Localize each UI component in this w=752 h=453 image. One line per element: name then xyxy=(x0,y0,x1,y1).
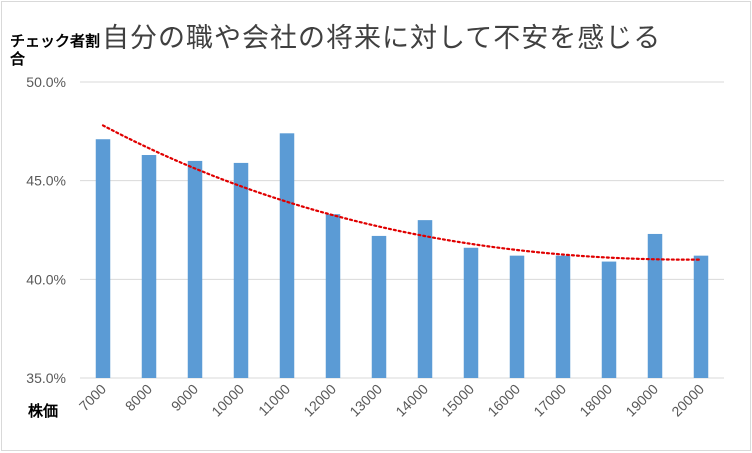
x-tick-label: 17000 xyxy=(530,381,569,420)
bar xyxy=(509,255,525,378)
bar xyxy=(187,160,203,378)
bar xyxy=(647,233,663,378)
x-tick-label: 12000 xyxy=(300,381,339,420)
bar xyxy=(233,162,249,378)
bar xyxy=(463,247,479,378)
y-axis-label: チェック者割合 xyxy=(10,32,100,68)
x-tick-label: 20000 xyxy=(668,381,707,420)
x-tick-label: 16000 xyxy=(484,381,523,420)
x-tick-label: 14000 xyxy=(392,381,431,420)
chart-title: 自分の職や会社の将来に対して不安を感じる xyxy=(102,23,662,54)
bar xyxy=(279,133,295,378)
x-tick-label: 9000 xyxy=(168,381,201,414)
x-tick-label: 7000 xyxy=(76,381,109,414)
y-tick-label: 40.0% xyxy=(26,271,66,287)
bar xyxy=(371,235,387,378)
bar xyxy=(325,214,341,378)
bar xyxy=(141,155,157,378)
x-tick-label: 19000 xyxy=(622,381,661,420)
x-tick-label: 18000 xyxy=(576,381,615,420)
y-tick-label: 35.0% xyxy=(26,370,66,386)
x-tick-label: 8000 xyxy=(122,381,155,414)
bar xyxy=(601,261,617,378)
bar xyxy=(95,139,111,378)
y-tick-label: 45.0% xyxy=(26,173,66,189)
bar xyxy=(555,255,571,378)
y-axis-label-text: チェック者割合 xyxy=(10,32,101,68)
bar xyxy=(417,220,433,378)
x-axis-label: 株価 xyxy=(28,402,59,420)
x-tick-label: 15000 xyxy=(438,381,477,420)
trendline xyxy=(101,124,703,261)
x-tick-label: 13000 xyxy=(346,381,385,420)
x-tick-label: 10000 xyxy=(208,381,247,420)
y-tick-label: 50.0% xyxy=(26,74,66,90)
bar xyxy=(693,255,709,378)
x-tick-label: 11000 xyxy=(255,381,293,419)
